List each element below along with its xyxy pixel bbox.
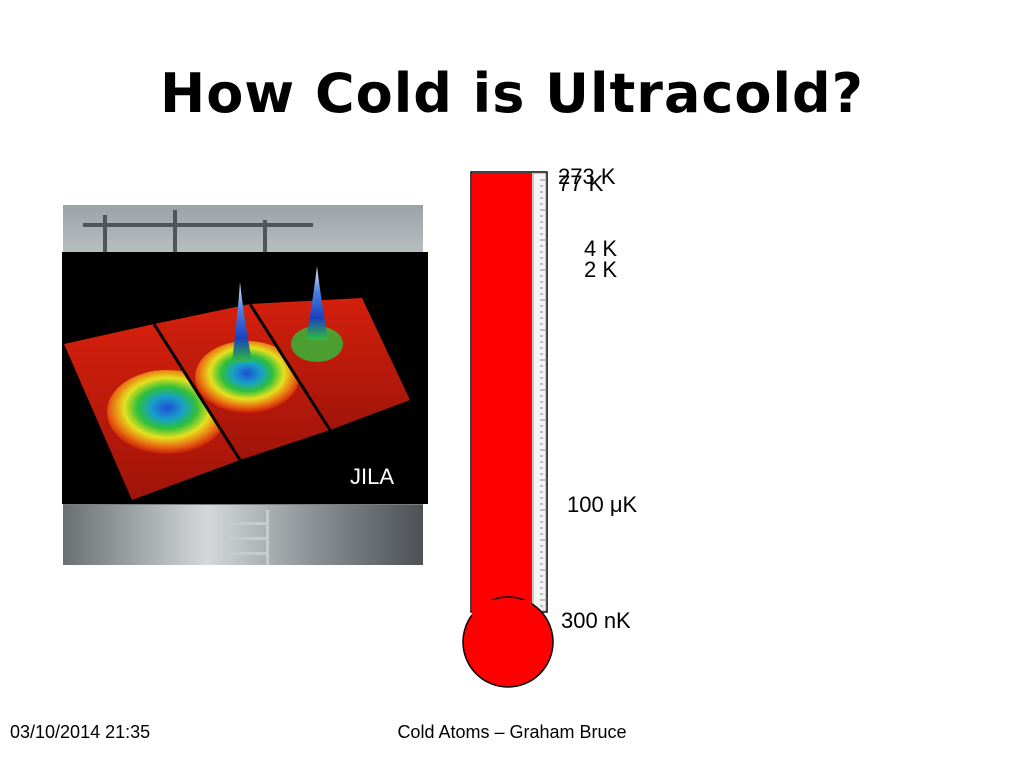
lab-photo: JILA [62, 204, 428, 566]
condensate-peak-middle [232, 282, 252, 362]
bec-surface-plot [64, 266, 410, 500]
image-credit: JILA [350, 464, 395, 489]
label-100uk: 100 μK [567, 492, 638, 517]
label-273k: 273 K [558, 164, 616, 189]
footer-title: Cold Atoms – Graham Bruce [397, 722, 627, 742]
condensate-peak-right [306, 266, 328, 340]
thermometer [450, 160, 580, 700]
plot-panel-right [250, 298, 410, 430]
bulb-neck [472, 600, 532, 620]
partial-condensate [195, 341, 299, 413]
label-2k: 2 K [584, 257, 618, 282]
footer-date: 03/10/2014 21:35 [10, 722, 151, 742]
label-77k: 77 K [558, 171, 604, 196]
label-4k: 4 K [584, 236, 618, 261]
ladder [223, 510, 269, 565]
bec-density-plot: JILA [62, 252, 428, 504]
slide-title: How Cold is Ultracold? [160, 62, 864, 125]
thermometer-scale [532, 172, 547, 612]
thermometer-fluid [472, 173, 532, 623]
thermometer-graphic [462, 171, 554, 688]
label-300nk: 300 nK [561, 608, 631, 633]
